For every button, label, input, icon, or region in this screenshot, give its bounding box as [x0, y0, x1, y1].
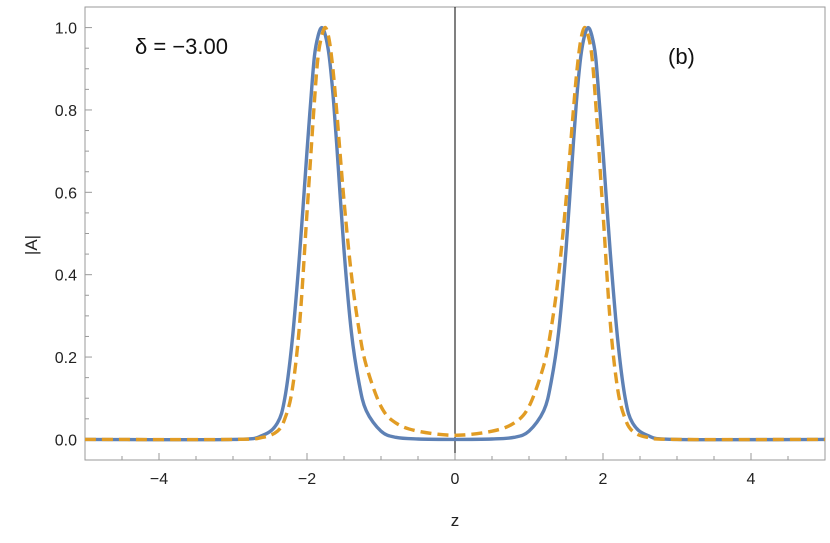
x-tick-label: 4	[747, 471, 756, 488]
delta-annotation: δ = −3.00	[135, 34, 228, 59]
x-tick-label: 2	[599, 471, 608, 488]
series-dashed-line	[84, 25, 826, 442]
y-tick-label: 1.0	[55, 21, 77, 38]
y-tick-label: 0.8	[55, 103, 77, 120]
x-axis-title: z	[451, 511, 460, 530]
x-tick-label: −4	[150, 471, 168, 488]
y-axis-title: |A|	[22, 235, 41, 255]
x-tick-label: 0	[451, 471, 460, 488]
y-tick-label: 0.6	[55, 185, 77, 202]
y-tick-label: 0.0	[55, 432, 77, 449]
x-tick-label: −2	[298, 471, 316, 488]
series-layer	[84, 25, 826, 442]
panel-label: (b)	[668, 44, 695, 69]
y-tick-label: 0.4	[55, 268, 77, 285]
y-tick-label: 0.2	[55, 350, 77, 367]
ticks: −4 −2 0 2 4 0.0 0.2 0.4 0.6 0.8 1.0	[55, 21, 826, 488]
series-solid-line	[84, 25, 826, 442]
